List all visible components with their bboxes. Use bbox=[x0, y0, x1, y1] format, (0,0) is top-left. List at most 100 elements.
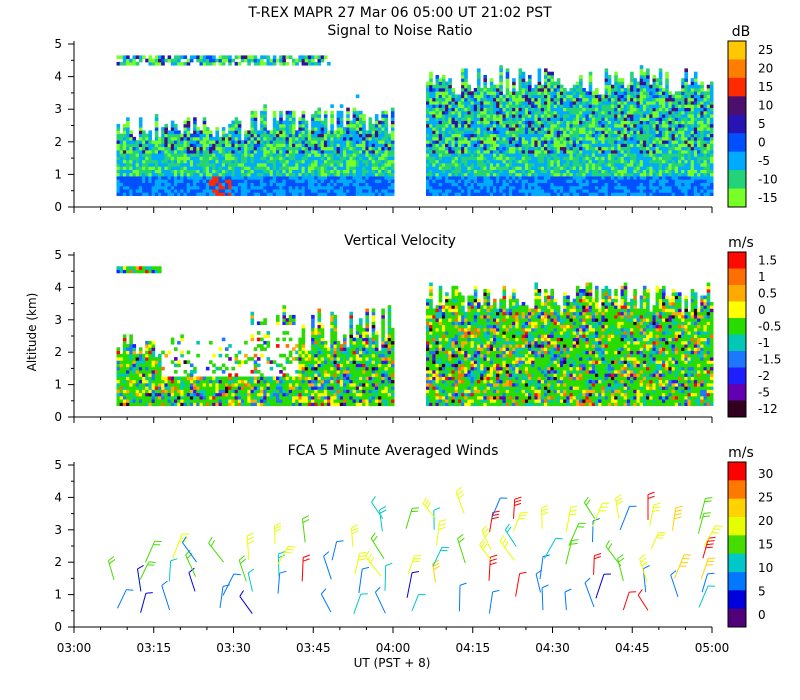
heatmap-cell bbox=[161, 159, 165, 164]
heatmap-cell bbox=[445, 101, 449, 105]
heatmap-cell bbox=[674, 182, 679, 187]
heatmap-cell bbox=[349, 136, 353, 141]
heatmap-cell bbox=[362, 130, 366, 135]
heatmap-cell bbox=[601, 149, 605, 154]
heatmap-cell bbox=[531, 97, 535, 102]
heatmap-cell bbox=[668, 117, 672, 121]
heatmap-cell bbox=[269, 172, 274, 177]
heatmap-cell bbox=[295, 159, 299, 164]
heatmap-cell bbox=[343, 133, 347, 138]
heatmap-cell bbox=[212, 185, 216, 190]
heatmap-cell bbox=[145, 176, 149, 180]
heatmap-cell bbox=[189, 159, 194, 164]
heatmap-cell bbox=[148, 166, 152, 170]
heatmap-cell bbox=[518, 146, 523, 151]
heatmap-cell bbox=[266, 140, 271, 144]
heatmap-cell bbox=[202, 153, 207, 157]
heatmap-cell bbox=[678, 179, 682, 183]
heatmap-cell bbox=[553, 176, 558, 180]
heatmap-cell bbox=[480, 143, 484, 148]
heatmap-cell bbox=[317, 169, 322, 174]
heatmap-cell bbox=[515, 120, 519, 125]
heatmap-cell bbox=[531, 94, 535, 99]
heatmap-cell bbox=[658, 189, 663, 193]
heatmap-cell bbox=[572, 88, 577, 92]
heatmap-cell bbox=[585, 176, 590, 180]
heatmap-cell bbox=[639, 156, 644, 161]
heatmap-cell bbox=[426, 136, 430, 141]
heatmap-cell bbox=[652, 107, 657, 112]
heatmap-cell bbox=[228, 143, 232, 148]
heatmap-cell bbox=[540, 84, 545, 89]
heatmap-cell bbox=[384, 172, 389, 177]
heatmap-cell bbox=[681, 133, 685, 138]
heatmap-cell bbox=[544, 75, 548, 79]
heatmap-cell bbox=[633, 78, 637, 82]
heatmap-cell bbox=[457, 149, 462, 154]
heatmap-cell bbox=[626, 107, 631, 112]
heatmap-cell bbox=[585, 117, 590, 121]
heatmap-cell bbox=[314, 179, 318, 183]
heatmap-cell bbox=[253, 120, 258, 125]
heatmap-cell bbox=[129, 156, 133, 161]
heatmap-cell bbox=[617, 136, 621, 141]
heatmap-cell bbox=[649, 110, 653, 115]
heatmap-cell bbox=[588, 107, 593, 112]
heatmap-cell bbox=[585, 136, 590, 141]
heatmap-cell bbox=[575, 156, 580, 161]
heatmap-cell bbox=[528, 189, 532, 193]
heatmap-cell bbox=[646, 166, 650, 170]
heatmap-cell bbox=[359, 146, 363, 151]
heatmap-cell bbox=[665, 94, 669, 99]
heatmap-cell bbox=[598, 166, 602, 170]
heatmap-cell bbox=[253, 192, 258, 196]
heatmap-cell bbox=[665, 78, 669, 82]
heatmap-cell bbox=[164, 189, 168, 193]
heatmap-cell bbox=[496, 107, 500, 112]
heatmap-cell bbox=[457, 114, 462, 118]
heatmap-cell bbox=[295, 163, 299, 167]
heatmap-cell bbox=[228, 182, 232, 187]
heatmap-cell bbox=[483, 153, 487, 157]
heatmap-cell bbox=[374, 176, 379, 180]
heatmap-cell bbox=[237, 153, 242, 157]
heatmap-cell bbox=[167, 189, 172, 193]
heatmap-cell bbox=[438, 159, 443, 164]
heatmap-cell bbox=[604, 81, 609, 86]
heatmap-cell bbox=[477, 146, 481, 151]
heatmap-cell bbox=[678, 185, 682, 190]
heatmap-cell bbox=[186, 192, 191, 196]
heatmap-cell bbox=[167, 143, 172, 148]
heatmap-cell bbox=[180, 166, 184, 170]
heatmap-cell bbox=[477, 169, 481, 174]
heatmap-cell bbox=[566, 166, 570, 170]
heatmap-cell bbox=[202, 169, 207, 174]
heatmap-cell bbox=[212, 61, 216, 66]
heatmap-cell bbox=[295, 179, 299, 183]
heatmap-cell bbox=[186, 133, 191, 138]
heatmap-cell bbox=[470, 179, 475, 183]
heatmap-cell bbox=[209, 159, 213, 164]
heatmap-cell bbox=[575, 192, 580, 196]
heatmap-cell bbox=[518, 136, 523, 141]
heatmap-cell bbox=[617, 133, 621, 138]
heatmap-cell bbox=[346, 189, 350, 193]
heatmap-cell bbox=[189, 133, 194, 138]
heatmap-cell bbox=[649, 176, 653, 180]
heatmap-cell bbox=[142, 182, 146, 187]
heatmap-cell bbox=[489, 182, 494, 187]
heatmap-cell bbox=[617, 156, 621, 161]
heatmap-cell bbox=[598, 123, 602, 128]
heatmap-cell bbox=[148, 192, 152, 196]
heatmap-cell bbox=[665, 130, 669, 135]
heatmap-cell bbox=[288, 166, 293, 170]
heatmap-cell bbox=[480, 189, 484, 193]
heatmap-cell bbox=[161, 189, 165, 193]
heatmap-cell bbox=[518, 159, 523, 164]
heatmap-cell bbox=[518, 117, 523, 121]
heatmap-cell bbox=[138, 179, 143, 183]
heatmap-cell bbox=[655, 189, 660, 193]
heatmap-cell bbox=[611, 143, 615, 148]
heatmap-cell bbox=[556, 163, 561, 167]
heatmap-cell bbox=[502, 146, 507, 151]
